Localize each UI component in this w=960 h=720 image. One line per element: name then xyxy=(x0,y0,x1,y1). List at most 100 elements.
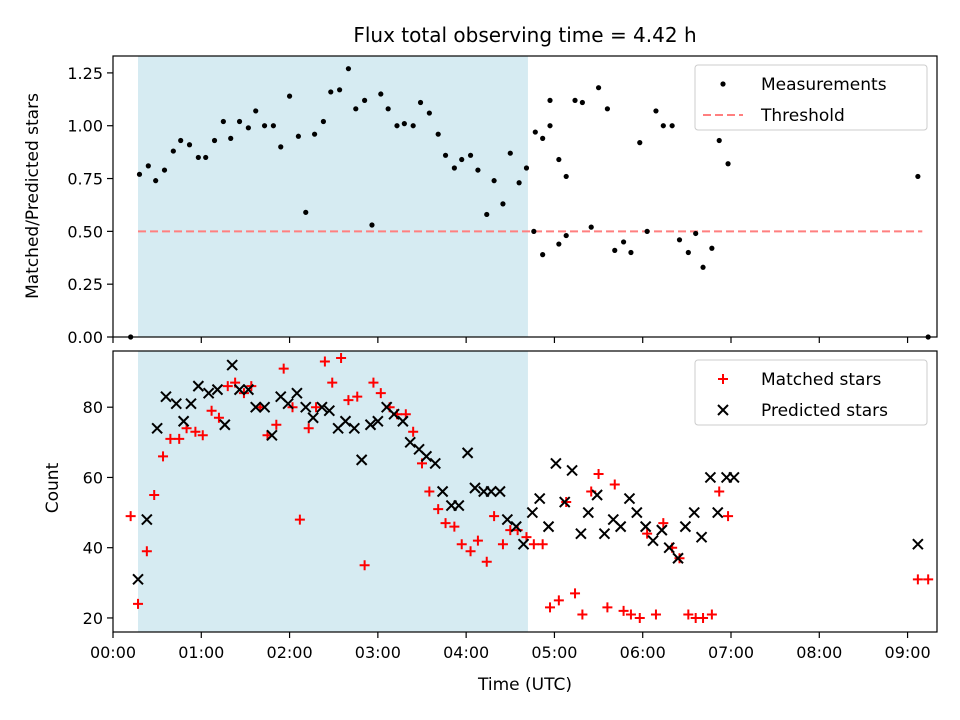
data-point xyxy=(153,178,159,184)
data-point xyxy=(311,131,318,137)
data-point xyxy=(316,401,328,413)
data-point xyxy=(628,249,634,256)
data-point xyxy=(203,154,209,161)
data-point xyxy=(404,436,416,449)
top-panel: 0.00 0.25 0.50 0.75 1.00 1.25 Measurements Thre… xyxy=(67,55,938,347)
data-point xyxy=(598,527,611,540)
legend: Matched stars Predicted stars xyxy=(694,359,928,426)
data-point xyxy=(353,106,359,112)
x-tick-label: 07:00 xyxy=(708,643,754,662)
data-point xyxy=(712,506,724,519)
plot-frame xyxy=(112,55,938,338)
y-tick-label: 40 xyxy=(83,539,103,558)
legend: Measurements Threshold xyxy=(694,64,928,131)
data-point xyxy=(461,447,474,459)
data-point xyxy=(639,520,652,533)
data-point xyxy=(526,506,539,519)
data-point xyxy=(245,125,251,131)
data-point xyxy=(595,85,602,91)
data-point xyxy=(327,377,338,388)
data-point xyxy=(213,412,224,423)
y-tick-label: 20 xyxy=(83,609,103,628)
data-point xyxy=(323,405,336,417)
data-point xyxy=(372,415,384,427)
data-point xyxy=(494,485,506,498)
data-point xyxy=(233,383,246,396)
data-point xyxy=(591,489,603,501)
data-point xyxy=(250,401,262,413)
data-point xyxy=(465,546,476,557)
data-point xyxy=(647,534,659,547)
data-point xyxy=(424,486,435,497)
data-point xyxy=(609,479,620,490)
data-point xyxy=(663,541,675,554)
observing-interval-shade xyxy=(138,351,528,632)
data-point xyxy=(644,228,650,234)
data-point xyxy=(537,539,548,550)
data-point xyxy=(433,504,444,515)
data-point xyxy=(186,142,193,148)
data-point xyxy=(222,381,233,392)
data-point xyxy=(435,131,441,137)
data-point xyxy=(352,391,363,402)
data-point xyxy=(475,167,481,173)
data-point xyxy=(436,485,449,498)
x-tick-label: 04:00 xyxy=(443,643,489,662)
data-point xyxy=(165,433,176,444)
data-point xyxy=(442,152,449,158)
data-point xyxy=(547,97,553,103)
data-point xyxy=(660,123,666,129)
data-point xyxy=(359,560,370,571)
data-point xyxy=(459,156,465,163)
data-point xyxy=(228,135,234,141)
data-point xyxy=(161,167,168,173)
bottom-y-axis-label: Count xyxy=(43,462,63,513)
y-tick-label: 1.25 xyxy=(67,64,103,83)
data-point xyxy=(453,499,465,512)
data-point xyxy=(531,228,537,234)
data-point xyxy=(336,353,347,364)
legend-box xyxy=(694,359,928,426)
data-point xyxy=(320,118,327,125)
data-point xyxy=(572,97,578,103)
data-point xyxy=(192,380,205,392)
data-point xyxy=(178,137,184,144)
data-point xyxy=(339,415,352,427)
data-point xyxy=(300,401,312,413)
x-tick-label: 01:00 xyxy=(178,643,224,662)
data-point xyxy=(149,490,160,501)
legend-label: Predicted stars xyxy=(761,401,888,421)
data-point xyxy=(261,123,268,129)
data-point xyxy=(570,588,581,599)
data-point xyxy=(174,433,185,444)
chart-title: Flux total observing time = 4.42 h xyxy=(353,23,696,47)
data-point xyxy=(282,397,294,410)
legend-label: Threshold xyxy=(760,106,845,126)
data-point xyxy=(559,496,571,508)
data-point xyxy=(394,123,400,129)
data-point xyxy=(206,405,217,416)
data-point xyxy=(698,612,709,623)
data-point xyxy=(674,553,685,564)
data-point xyxy=(672,552,684,564)
data-point xyxy=(369,222,375,228)
data-point xyxy=(912,538,924,550)
data-point xyxy=(500,201,506,207)
data-point xyxy=(311,402,322,413)
data-point xyxy=(141,513,153,526)
data-point xyxy=(637,140,643,146)
data-point xyxy=(923,574,934,585)
data-point xyxy=(385,106,391,112)
data-point xyxy=(145,163,151,169)
data-point xyxy=(401,121,407,127)
data-point xyxy=(604,106,611,112)
x-tick-label: 02:00 xyxy=(267,643,313,662)
data-point xyxy=(618,605,629,616)
data-point xyxy=(481,556,492,567)
data-point xyxy=(556,241,562,247)
data-point xyxy=(625,609,636,620)
data-point xyxy=(501,513,514,526)
x-tick-label: 03:00 xyxy=(355,643,401,662)
data-point xyxy=(723,511,734,522)
observing-interval-shade xyxy=(138,56,528,337)
